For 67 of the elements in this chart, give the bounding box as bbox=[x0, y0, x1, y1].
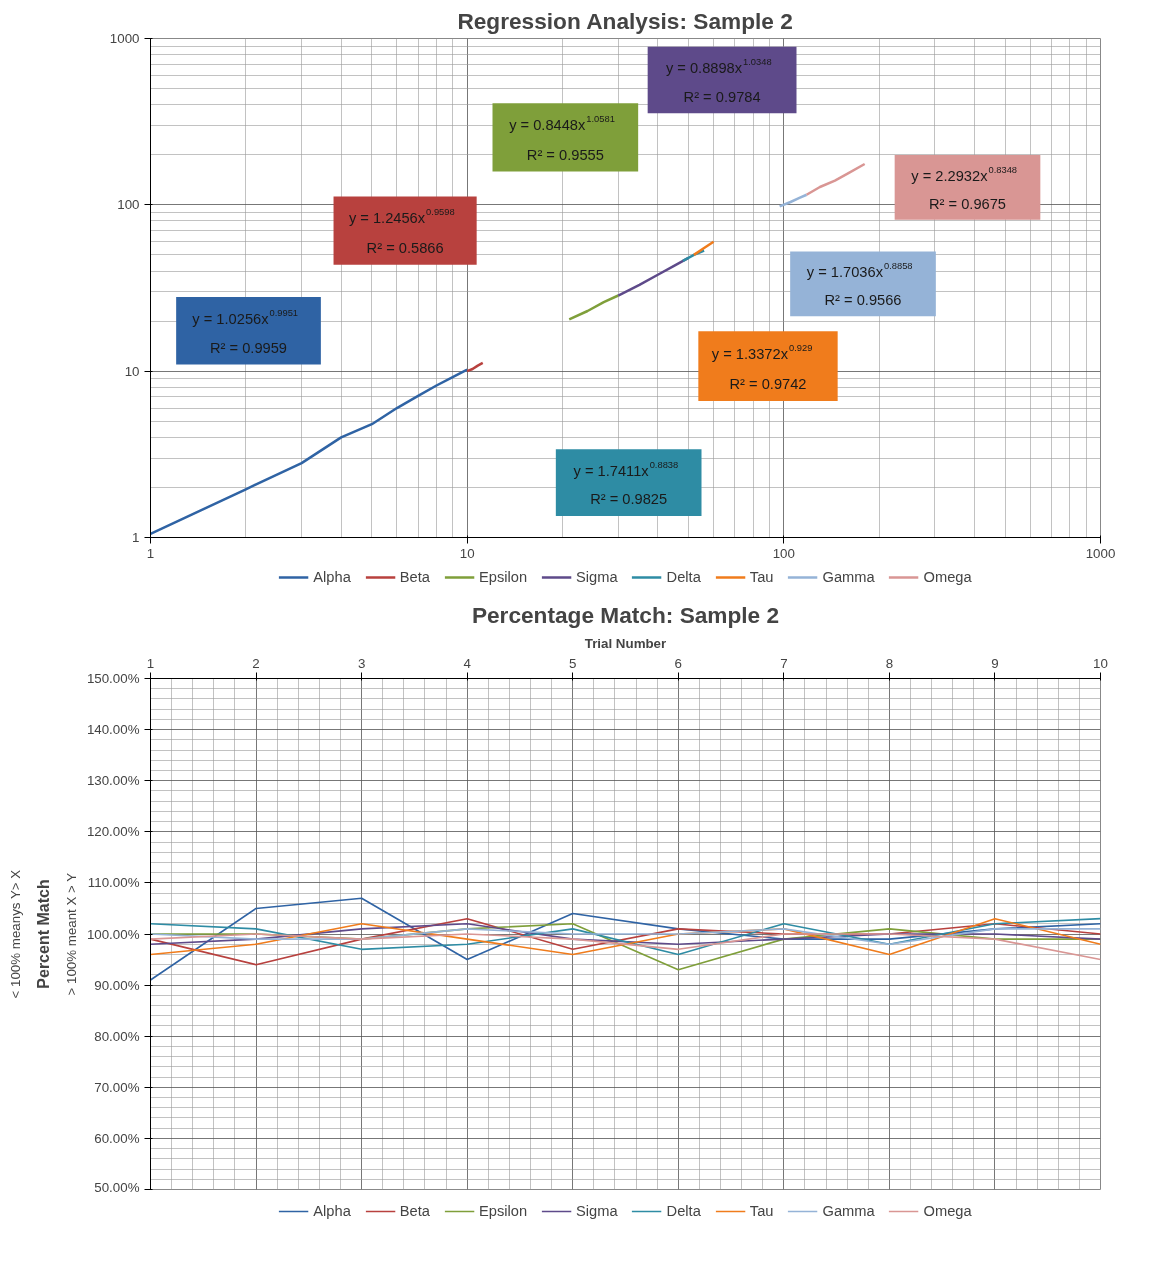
legend-label: Gamma bbox=[822, 1203, 875, 1219]
x-tick-label: 10 bbox=[459, 545, 475, 561]
y-tick-label: 100 bbox=[117, 197, 140, 213]
annotation: R² = 0.9555 bbox=[526, 146, 604, 163]
y-tick-label: 60.00% bbox=[94, 1130, 140, 1146]
legend-label: Alpha bbox=[313, 1203, 351, 1219]
legend-label: Sigma bbox=[576, 569, 618, 585]
y-tick-label: 120.00% bbox=[86, 824, 140, 840]
y-tick-label: 70.00% bbox=[94, 1079, 140, 1095]
line-series bbox=[150, 897, 1101, 981]
text: < 100% meanys Y> X bbox=[7, 869, 23, 999]
x-tick-label: 4 bbox=[463, 655, 472, 671]
y-tick-label: 150.00% bbox=[86, 671, 140, 686]
annotation: R² = 0.9784 bbox=[683, 88, 761, 105]
line-series bbox=[150, 928, 1101, 946]
legend-label: Epsilon bbox=[478, 569, 528, 585]
x-tick-label: 1000 bbox=[1085, 545, 1116, 561]
x-tick-label: 1 bbox=[146, 545, 155, 561]
x-tick-label: 9 bbox=[991, 655, 999, 671]
y-tick-label: 130.00% bbox=[86, 773, 140, 789]
legend-label: Tau bbox=[749, 1203, 774, 1219]
x-tick-label: 3 bbox=[357, 655, 366, 671]
x-tick-label: 10 bbox=[1093, 655, 1108, 671]
x-tick-label: 6 bbox=[674, 655, 682, 671]
x-tick-label: 8 bbox=[885, 655, 894, 671]
x-tick-label: 100 bbox=[772, 545, 795, 561]
legend-label: Sigma bbox=[576, 1203, 618, 1219]
annotation: R² = 0.5866 bbox=[366, 239, 444, 256]
legend-label: Beta bbox=[399, 569, 430, 585]
y-tick-label: 1000 bbox=[109, 31, 140, 46]
line-series bbox=[465, 361, 484, 373]
legend-label: Epsilon bbox=[478, 1203, 528, 1219]
annotation: R² = 0.9566 bbox=[824, 292, 902, 309]
x-tick-label: 7 bbox=[780, 655, 788, 671]
line-series bbox=[778, 193, 808, 208]
annotation: R² = 0.9675 bbox=[929, 195, 1006, 212]
legend-label: Omega bbox=[923, 1203, 972, 1219]
y-tick-label: 90.00% bbox=[94, 977, 140, 993]
line-series bbox=[150, 922, 1101, 946]
line-series bbox=[150, 917, 1101, 956]
y-axis-title: Percent Match bbox=[34, 879, 52, 989]
legend-label: Beta bbox=[399, 1203, 430, 1219]
legend-label: Tau bbox=[749, 569, 774, 585]
line-series bbox=[567, 294, 620, 321]
x-axis-title: Trial Number bbox=[584, 635, 667, 651]
text: > 100% meant X > Y bbox=[63, 872, 79, 996]
legend-label: Alpha bbox=[313, 569, 351, 585]
annotation: R² = 0.9742 bbox=[729, 375, 807, 392]
y-tick-label: 10 bbox=[124, 363, 140, 379]
x-tick-label: 5 bbox=[569, 655, 577, 671]
y-tick-label: 50.00% bbox=[94, 1179, 140, 1195]
legend-label: Delta bbox=[666, 569, 701, 585]
annotation: R² = 0.9959 bbox=[210, 339, 288, 356]
legend-label: Gamma bbox=[822, 569, 875, 585]
chart-title: Percentage Match: Sample 2 bbox=[471, 601, 780, 628]
annotation: R² = 0.9825 bbox=[590, 491, 668, 508]
line-series bbox=[150, 933, 1101, 961]
y-tick-label: 110.00% bbox=[87, 875, 140, 891]
x-tick-label: 1 bbox=[146, 655, 155, 671]
chart-title: Regression Analysis: Sample 2 bbox=[457, 7, 793, 34]
y-tick-label: 1 bbox=[132, 530, 140, 545]
y-tick-label: 100.00% bbox=[86, 926, 140, 942]
y-tick-label: 140.00% bbox=[86, 722, 140, 738]
y-tick-label: 80.00% bbox=[94, 1028, 140, 1044]
x-tick-label: 2 bbox=[252, 655, 260, 671]
legend-label: Delta bbox=[666, 1203, 701, 1219]
legend-label: Omega bbox=[923, 569, 972, 585]
